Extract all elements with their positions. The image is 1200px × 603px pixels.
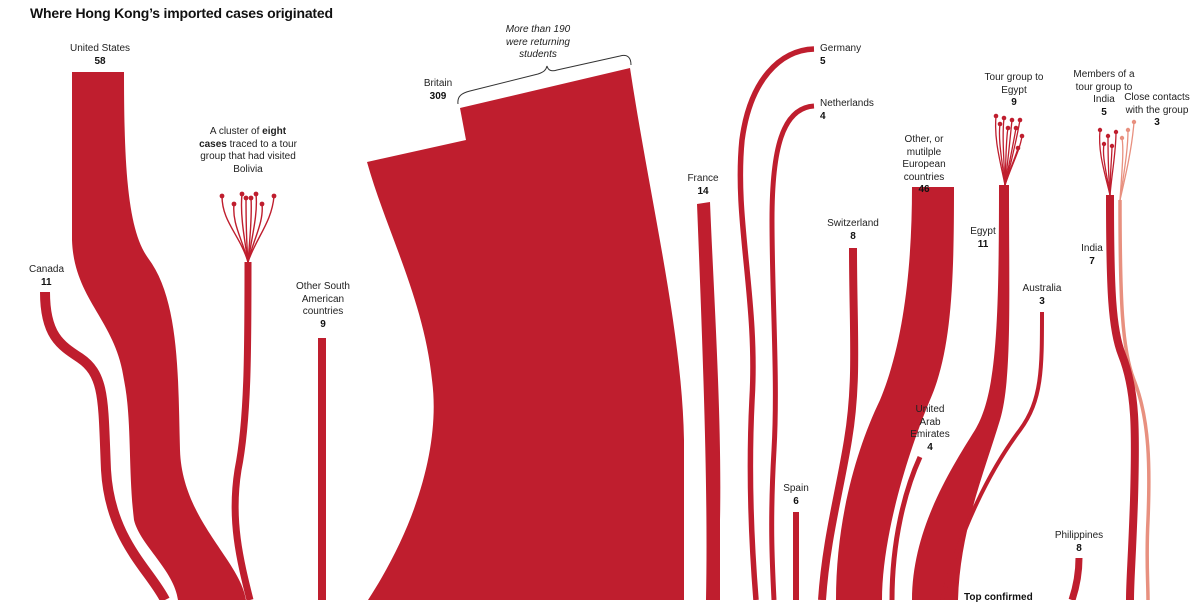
node-name: Other, or mutilple European countries: [902, 134, 946, 183]
node-label-germany: Germany 5: [820, 43, 861, 68]
bolivia-annotation: A cluster of eight cases traced to a tou…: [196, 126, 300, 176]
node-label-india-tour: Members of a tour group to India 5: [1073, 69, 1135, 119]
flow-close-contacts: [1118, 199, 1151, 600]
node-label-other-south-american: Other South American countries 9: [287, 281, 359, 331]
node-name: United Arab Emirates: [910, 404, 950, 440]
node-label-australia: Australia 3: [1018, 283, 1066, 308]
node-value: 7: [1089, 255, 1095, 267]
node-name: Britain: [423, 78, 453, 89]
node-name: Australia: [1022, 283, 1062, 294]
node-name: Egypt: [970, 226, 996, 237]
node-value: 11: [41, 276, 52, 288]
node-name: Members of a tour group to India: [1073, 69, 1135, 105]
node-name: France: [687, 173, 719, 184]
flow-india: [1106, 194, 1139, 600]
node-label-philippines: Philippines 8: [1052, 530, 1106, 555]
node-name: Canada: [29, 264, 65, 275]
node-value: 4: [820, 110, 826, 122]
flow-australia: [940, 311, 1044, 600]
node-value: 8: [850, 230, 856, 242]
node-label-netherlands: Netherlands 4: [820, 98, 874, 123]
node-label-egypt-tour: Tour group to Egypt 9: [984, 72, 1044, 110]
annotation-bold: eight cases: [199, 126, 287, 150]
node-label-other-european: Other, or mutilple European countries 46: [889, 134, 959, 197]
node-value: 58: [94, 55, 106, 67]
node-name: Spain: [783, 483, 809, 494]
node-value: 9: [1011, 97, 1017, 108]
flow-united-states: [72, 72, 246, 600]
node-label-uae: United Arab Emirates 4: [907, 404, 953, 454]
node-label-france: France 14: [683, 173, 723, 198]
node-label-britain: Britain 309: [420, 78, 456, 103]
chart-title: Where Hong Kong’s imported cases origina…: [30, 5, 333, 21]
node-name: Germany: [820, 43, 862, 54]
node-value: 14: [697, 185, 709, 197]
annotation-text: traced to a tour group that had visited …: [200, 138, 297, 175]
flow-other-european: [836, 187, 954, 600]
egypt-tour-fan: [994, 115, 1023, 186]
flow-bolivia-tour: [231, 261, 254, 600]
node-value: 9: [320, 318, 326, 330]
node-value: 46: [918, 184, 930, 195]
flow-egypt: [912, 185, 1010, 600]
node-value: 4: [927, 441, 933, 453]
node-label-spain: Spain 6: [778, 483, 814, 508]
node-value: 11: [977, 238, 989, 250]
annotation-text: A cluster of: [209, 126, 263, 137]
bolivia-tour-fan: [221, 193, 275, 263]
node-label-switzerland: Switzerland 8: [823, 218, 883, 243]
node-name: Philippines: [1054, 530, 1104, 541]
node-name: Tour group to Egypt: [984, 72, 1044, 96]
node-value: 6: [793, 495, 799, 507]
node-name: United States: [69, 43, 131, 54]
node-value: 3: [1039, 295, 1045, 307]
india-tour-dots: [1097, 127, 1119, 149]
node-value: 5: [1101, 106, 1107, 118]
node-label-close-contacts: Close contacts with the group 3: [1124, 92, 1190, 130]
node-value: 3: [1154, 117, 1160, 128]
flow-britain: [367, 68, 684, 600]
egypt-tour-dots: [993, 113, 1025, 151]
node-name: Switzerland: [827, 218, 879, 229]
students-bracket: [457, 54, 632, 105]
flow-canada: [40, 291, 170, 600]
flow-france: [697, 202, 721, 600]
flow-philippines: [1068, 557, 1083, 600]
node-value: 309: [429, 90, 447, 102]
close-contacts-fan: [1119, 121, 1135, 201]
bottom-cut-label: Top confirmed: [964, 592, 1033, 603]
node-value: 5: [820, 55, 826, 67]
node-name: India: [1081, 243, 1103, 254]
india-tour-fan: [1098, 129, 1117, 196]
flow-switzerland: [818, 247, 859, 600]
node-label-egypt: Egypt 11: [968, 226, 998, 251]
close-contacts-dots: [1119, 119, 1137, 141]
node-label-india: India 7: [1078, 243, 1106, 268]
node-label-canada: Canada 11: [29, 264, 64, 289]
node-label-united-states: United States 58: [60, 43, 140, 68]
node-name: Netherlands: [820, 98, 874, 109]
bolivia-tour-dots: [219, 191, 277, 207]
node-value: 8: [1076, 542, 1082, 554]
flow-netherlands: [769, 103, 815, 600]
flow-germany: [737, 46, 815, 600]
students-annotation: More than 190 were returning students: [505, 24, 571, 60]
node-name: Other South American countries: [296, 281, 350, 317]
flow-uae: [889, 455, 923, 600]
node-name: Close contacts with the group: [1124, 92, 1190, 116]
